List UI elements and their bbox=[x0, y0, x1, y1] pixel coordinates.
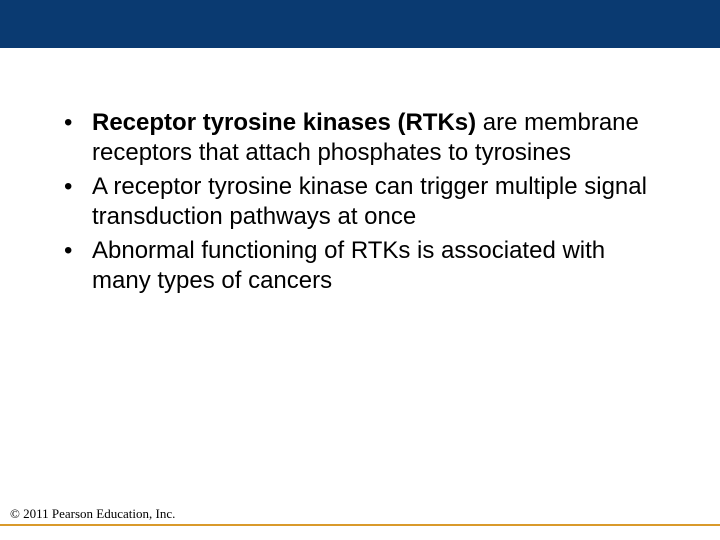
list-item: A receptor tyrosine kinase can trigger m… bbox=[50, 172, 670, 232]
bullet-rest: Abnormal functioning of RTKs is associat… bbox=[92, 237, 605, 294]
bullet-rest: A receptor tyrosine kinase can trigger m… bbox=[92, 173, 647, 230]
bullet-text: A receptor tyrosine kinase can trigger m… bbox=[92, 173, 647, 230]
list-item: Receptor tyrosine kinases (RTKs) are mem… bbox=[50, 108, 670, 168]
bullet-text: Receptor tyrosine kinases (RTKs) are mem… bbox=[92, 109, 639, 166]
header-bar bbox=[0, 0, 720, 48]
copyright-text: © 2011 Pearson Education, Inc. bbox=[10, 506, 175, 522]
slide-content: Receptor tyrosine kinases (RTKs) are mem… bbox=[0, 48, 720, 296]
bullet-text: Abnormal functioning of RTKs is associat… bbox=[92, 237, 605, 294]
list-item: Abnormal functioning of RTKs is associat… bbox=[50, 236, 670, 296]
bullet-list: Receptor tyrosine kinases (RTKs) are mem… bbox=[50, 108, 670, 296]
bold-term: Receptor tyrosine kinases (RTKs) bbox=[92, 109, 476, 136]
bottom-divider bbox=[0, 524, 720, 526]
